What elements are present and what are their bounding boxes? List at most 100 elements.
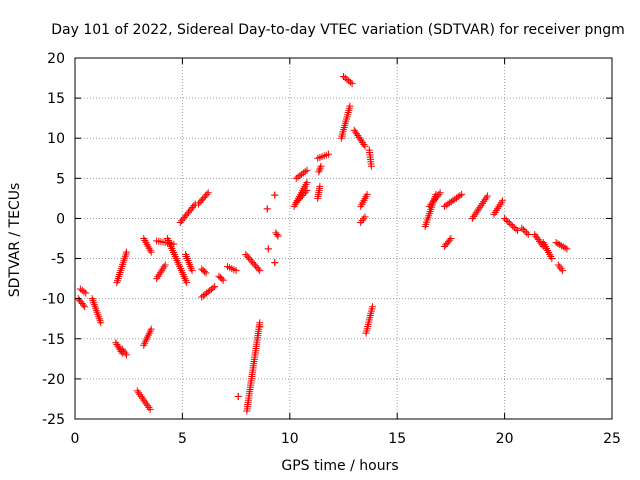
- y-axis-ticks: -25 -20 -15 -10 -5 0 5 10 15 20: [42, 51, 612, 428]
- data-point-plus: [354, 132, 362, 140]
- data-point-plus: [256, 323, 264, 331]
- data-point-plus: [346, 102, 354, 110]
- grid-lines: [75, 58, 612, 419]
- data-point-plus: [518, 224, 526, 232]
- data-point-plus: [295, 195, 303, 203]
- data-point-plus: [324, 150, 332, 158]
- data-point-plus: [271, 191, 279, 199]
- data-point-plus: [558, 242, 566, 250]
- data-point-plus: [300, 190, 308, 198]
- data-point-plus: [345, 77, 353, 85]
- y-tick-label: 10: [47, 131, 65, 147]
- data-point-plus: [559, 267, 567, 275]
- data-point-plus: [353, 130, 361, 138]
- data-point-plus: [507, 220, 515, 228]
- data-point-plus: [356, 135, 364, 143]
- data-point-plus: [316, 182, 324, 190]
- data-point-plus: [273, 230, 281, 238]
- data-point-plus: [513, 226, 521, 234]
- y-tick-label: 20: [47, 51, 65, 67]
- data-point-plus: [299, 169, 307, 177]
- y-tick-label: 5: [56, 171, 65, 187]
- data-point-plus: [446, 236, 454, 244]
- data-point-plus: [232, 267, 240, 275]
- data-point-plus: [521, 227, 529, 235]
- data-point-plus: [509, 222, 517, 230]
- data-point-plus: [256, 267, 264, 275]
- data-point-plus: [183, 279, 191, 287]
- data-point-plus: [504, 217, 512, 225]
- data-point-plus: [361, 213, 369, 221]
- data-point-plus: [505, 219, 513, 227]
- data-point-plus: [359, 139, 367, 147]
- data-points: [74, 72, 571, 415]
- data-point-plus: [147, 325, 155, 333]
- data-point-plus: [203, 190, 211, 198]
- data-point-plus: [188, 267, 196, 275]
- y-tick-label: -20: [42, 372, 65, 388]
- x-tick-label: 25: [603, 431, 621, 447]
- data-point-plus: [524, 230, 532, 238]
- data-point-plus: [502, 216, 510, 224]
- data-point-plus: [523, 229, 531, 237]
- data-point-plus: [219, 276, 227, 284]
- data-point-plus: [292, 198, 300, 206]
- data-point-plus: [301, 168, 309, 176]
- data-point-plus: [146, 405, 154, 413]
- data-point-plus: [548, 255, 556, 263]
- data-point-plus: [190, 202, 198, 210]
- data-point-plus: [361, 142, 369, 150]
- data-point-plus: [81, 303, 89, 311]
- y-tick-label: 15: [47, 91, 65, 107]
- data-point-plus: [483, 192, 491, 200]
- data-point-plus: [317, 162, 325, 170]
- data-point-plus: [348, 80, 356, 88]
- data-point-plus: [556, 241, 564, 249]
- data-point-plus: [234, 393, 242, 401]
- y-tick-label: -15: [42, 332, 65, 348]
- data-point-plus: [368, 303, 376, 311]
- data-point-plus: [363, 190, 371, 198]
- x-tick-label: 10: [281, 431, 299, 447]
- data-point-plus: [341, 74, 349, 82]
- y-axis-label: SDTVAR / TECUs: [7, 183, 23, 298]
- data-point-plus: [298, 192, 306, 200]
- data-point-plus: [351, 128, 359, 136]
- data-point-plus: [298, 170, 306, 178]
- x-tick-label: 20: [496, 431, 514, 447]
- data-point-plus: [343, 75, 351, 83]
- plot-frame: [74, 57, 613, 420]
- x-axis-label: GPS time / hours: [281, 458, 398, 474]
- data-point-plus: [76, 285, 84, 293]
- data-point-plus: [360, 140, 368, 148]
- data-point-plus: [303, 178, 311, 186]
- data-point-plus: [316, 164, 324, 172]
- data-point-plus: [97, 319, 105, 327]
- x-tick-label: 5: [178, 431, 187, 447]
- data-point-plus: [316, 166, 324, 174]
- data-point-plus: [292, 174, 300, 182]
- x-axis-ticks: 0 5 10 15 20 25: [71, 58, 621, 447]
- data-point-plus: [211, 283, 219, 291]
- x-tick-label: 0: [71, 431, 80, 447]
- data-point-plus: [147, 248, 155, 256]
- chart-title: Day 101 of 2022, Sidereal Day-to-day VTE…: [51, 22, 625, 38]
- data-point-plus: [297, 193, 305, 201]
- data-point-plus: [294, 197, 302, 205]
- data-point-plus: [510, 223, 518, 231]
- data-point-plus: [82, 289, 90, 297]
- data-point-plus: [296, 172, 304, 180]
- data-point-plus: [218, 275, 226, 283]
- y-tick-label: -10: [42, 292, 65, 308]
- data-point-plus: [79, 301, 87, 309]
- data-point-plus: [123, 248, 131, 256]
- data-point-plus: [264, 245, 272, 253]
- data-point-plus: [340, 72, 347, 80]
- data-point-plus: [552, 239, 560, 247]
- data-point-plus: [501, 214, 509, 222]
- data-point-plus: [78, 286, 86, 294]
- data-point-plus: [436, 189, 444, 197]
- y-tick-label: -25: [42, 412, 65, 428]
- data-point-plus: [554, 240, 562, 248]
- data-point-plus: [209, 284, 217, 292]
